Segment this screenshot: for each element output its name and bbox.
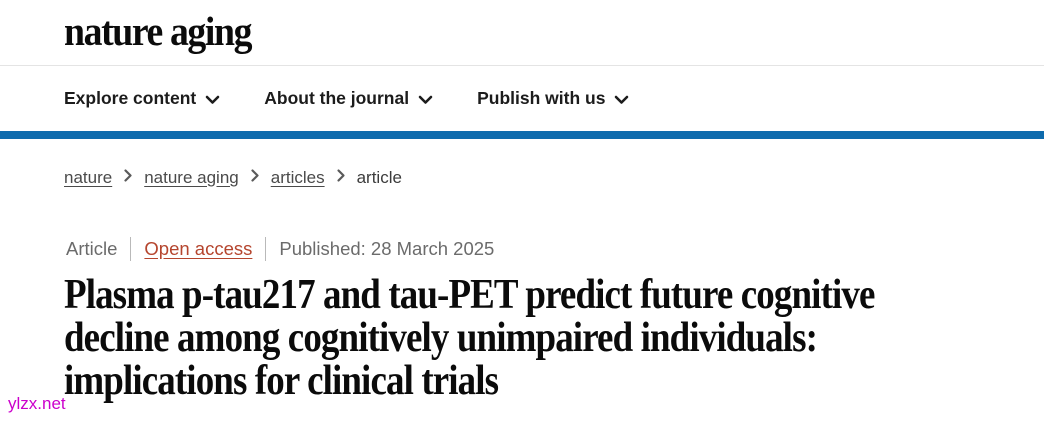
open-access-link[interactable]: Open access (144, 238, 253, 259)
article-meta: Article Open access Published: 28 March … (66, 236, 1044, 262)
breadcrumb-link-nature-aging[interactable]: nature aging (144, 167, 239, 187)
site-header: nature aging (0, 0, 1044, 66)
chevron-right-icon (250, 167, 260, 189)
article-title-line: Plasma p-tau217 and tau-PET predict futu… (64, 272, 875, 318)
breadcrumb: nature nature aging articles article (64, 166, 1044, 189)
nav-item-publish-with-us[interactable]: Publish with us (477, 88, 629, 109)
nav-item-label: About the journal (264, 88, 410, 108)
nav-item-explore-content[interactable]: Explore content (64, 88, 220, 109)
nav-item-about-the-journal[interactable]: About the journal (264, 88, 433, 109)
breadcrumb-link-nature[interactable]: nature (64, 167, 113, 187)
article-title-line: implications for clinical trials (64, 358, 499, 404)
breadcrumb-link-articles[interactable]: articles (270, 167, 325, 187)
accent-bar (0, 131, 1044, 139)
nav-item-label: Publish with us (477, 88, 606, 108)
watermark: ylzx.net (8, 394, 66, 413)
chevron-down-icon (614, 92, 629, 105)
article-title-line: decline among cognitively unimpaired ind… (64, 315, 818, 361)
breadcrumb-current: article (356, 167, 402, 187)
chevron-right-icon (123, 167, 133, 189)
nav-item-label: Explore content (64, 88, 197, 108)
published-date: Published: 28 March 2025 (279, 238, 495, 259)
article-type-label: Article (66, 238, 118, 259)
chevron-down-icon (418, 92, 433, 105)
meta-divider (265, 237, 267, 261)
primary-nav: Explore content About the journal Publis… (0, 66, 1044, 131)
article-title: Plasma p-tau217 and tau-PET predict futu… (64, 274, 1044, 403)
chevron-down-icon (205, 92, 220, 105)
journal-logo[interactable]: nature aging (64, 8, 252, 54)
meta-divider (130, 237, 132, 261)
chevron-right-icon (336, 167, 346, 189)
